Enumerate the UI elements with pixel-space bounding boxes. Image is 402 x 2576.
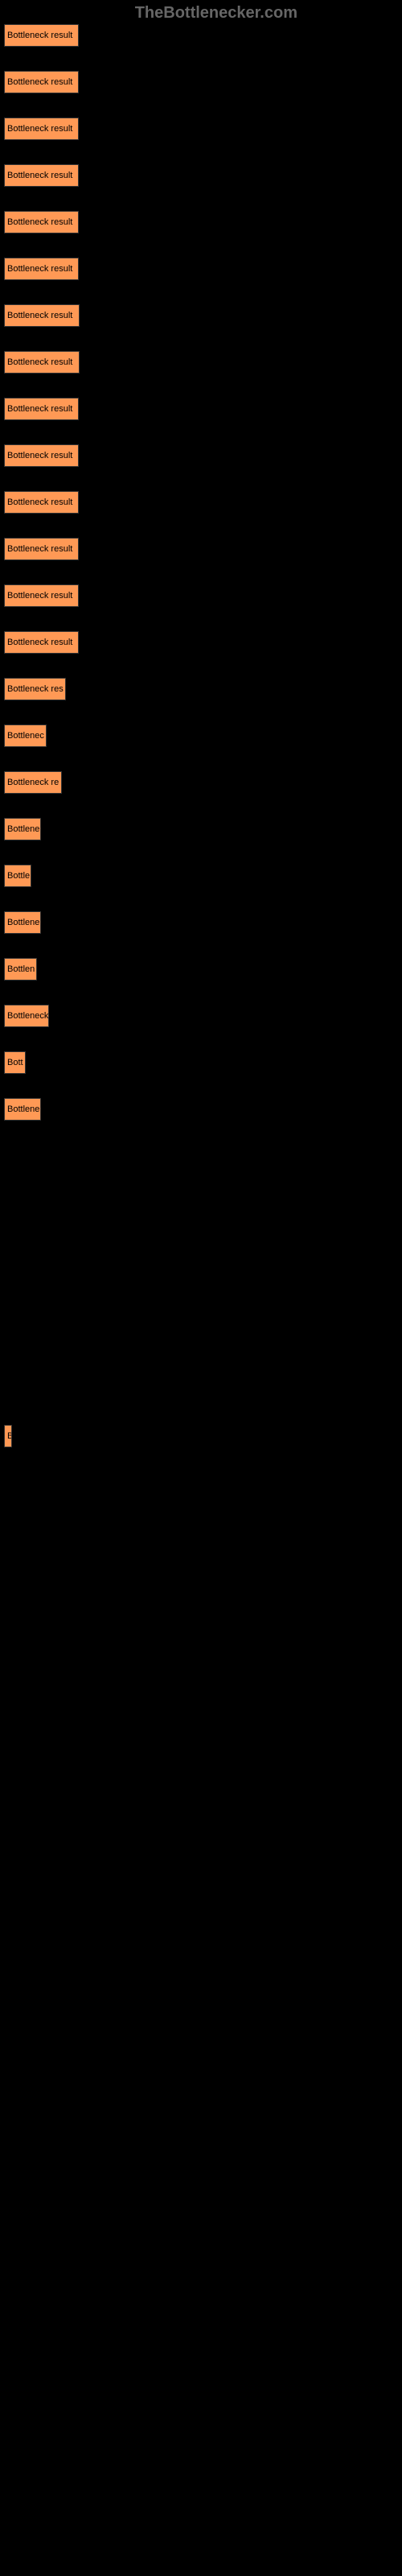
chart-bar: Bottleneck result <box>4 351 80 374</box>
chart-bar: Bottleneck result <box>4 211 79 233</box>
bar-row: Bottlen <box>4 958 398 980</box>
bar-row <box>4 1145 398 1167</box>
chart-bar: Bottlene <box>4 1098 41 1121</box>
chart-bar: Bottleneck result <box>4 584 79 607</box>
bar-label: Bottleneck result <box>7 311 72 320</box>
bar-row: Bottleneck result <box>4 304 398 327</box>
chart-bar: Bottleneck res <box>4 678 66 700</box>
chart-bar: B <box>4 1425 12 1447</box>
bar-row: Bottleneck result <box>4 71 398 93</box>
bar-row: Bottleneck result <box>4 164 398 187</box>
bar-label: Bottlene <box>7 918 39 927</box>
bar-row: Bottleneck <box>4 1005 398 1027</box>
bar-label: Bottleneck result <box>7 404 72 414</box>
bar-row: Bottleneck res <box>4 678 398 700</box>
bar-row: Bottlene <box>4 911 398 934</box>
watermark-text: TheBottlenecker.com <box>135 4 297 23</box>
bar-row: Bottleneck result <box>4 24 398 47</box>
chart-bar: Bottleneck result <box>4 71 79 93</box>
bar-label: Bottlen <box>7 964 35 974</box>
bar-label: Bottleneck result <box>7 31 72 40</box>
bar-row: Bottleneck result <box>4 118 398 140</box>
bar-label: Bottleneck result <box>7 171 72 180</box>
bar-row: Bottlenec <box>4 724 398 747</box>
bar-label: Bottleneck result <box>7 497 72 507</box>
bar-label: Bottlene <box>7 1104 39 1114</box>
chart-bar: Bottleneck result <box>4 491 79 514</box>
bar-label: Bottlenec <box>7 731 44 741</box>
bar-row: Bottleneck result <box>4 491 398 514</box>
bar-label: Bottle <box>7 871 30 881</box>
bar-row <box>4 1378 398 1401</box>
chart-bar: Bottleneck result <box>4 164 79 187</box>
bar-row: B <box>4 1425 398 1447</box>
chart-bar: Bottleneck result <box>4 538 79 560</box>
chart-bar: Bottleneck result <box>4 24 79 47</box>
chart-bar: Bottleneck result <box>4 631 79 654</box>
bar-row: Bottle <box>4 865 398 887</box>
bar-row <box>4 1238 398 1261</box>
bar-label: B <box>7 1431 12 1441</box>
bar-label: Bottleneck result <box>7 77 72 87</box>
bar-row: Bottleneck result <box>4 538 398 560</box>
bar-row: Bott <box>4 1051 398 1074</box>
bar-label: Bottleneck result <box>7 357 72 367</box>
bar-label: Bott <box>7 1058 23 1067</box>
bar-row: Bottleneck result <box>4 258 398 280</box>
bar-label: Bottleneck result <box>7 217 72 227</box>
chart-bar: Bottlenec <box>4 724 47 747</box>
bar-label: Bottleneck result <box>7 124 72 134</box>
bar-label: Bottleneck result <box>7 451 72 460</box>
chart-bar: Bottlen <box>4 958 37 980</box>
chart-bar: Bottleneck result <box>4 258 79 280</box>
chart-bar: Bott <box>4 1051 26 1074</box>
chart-bar: Bottleneck result <box>4 118 79 140</box>
bar-row <box>4 1331 398 1354</box>
chart-bar: Bottlene <box>4 911 41 934</box>
bar-row: Bottleneck re <box>4 771 398 794</box>
bar-label: Bottlene <box>7 824 39 834</box>
chart-bar: Bottleneck result <box>4 444 79 467</box>
bar-label: Bottleneck res <box>7 684 64 694</box>
bar-row <box>4 1285 398 1307</box>
bar-label: Bottleneck <box>7 1011 48 1021</box>
bar-row: Bottleneck result <box>4 444 398 467</box>
chart-bar: Bottleneck re <box>4 771 62 794</box>
bar-label: Bottleneck result <box>7 591 72 601</box>
bar-label: Bottleneck result <box>7 264 72 274</box>
bar-row: Bottlene <box>4 818 398 840</box>
bar-row: Bottleneck result <box>4 211 398 233</box>
bar-label: Bottleneck result <box>7 638 72 647</box>
bar-row <box>4 1191 398 1214</box>
chart-bar: Bottleneck <box>4 1005 49 1027</box>
chart-bar: Bottleneck result <box>4 398 79 420</box>
bar-label: Bottleneck result <box>7 544 72 554</box>
bar-row: Bottleneck result <box>4 631 398 654</box>
bar-row: Bottleneck result <box>4 398 398 420</box>
chart-container: Bottleneck result Bottleneck result Bottle… <box>0 0 402 1476</box>
bar-label: Bottleneck re <box>7 778 59 787</box>
chart-bar: Bottleneck result <box>4 304 80 327</box>
chart-bar: Bottle <box>4 865 31 887</box>
bar-row: Bottleneck result <box>4 584 398 607</box>
bar-row: Bottlene <box>4 1098 398 1121</box>
bar-row: Bottleneck result <box>4 351 398 374</box>
chart-bar: Bottlene <box>4 818 41 840</box>
